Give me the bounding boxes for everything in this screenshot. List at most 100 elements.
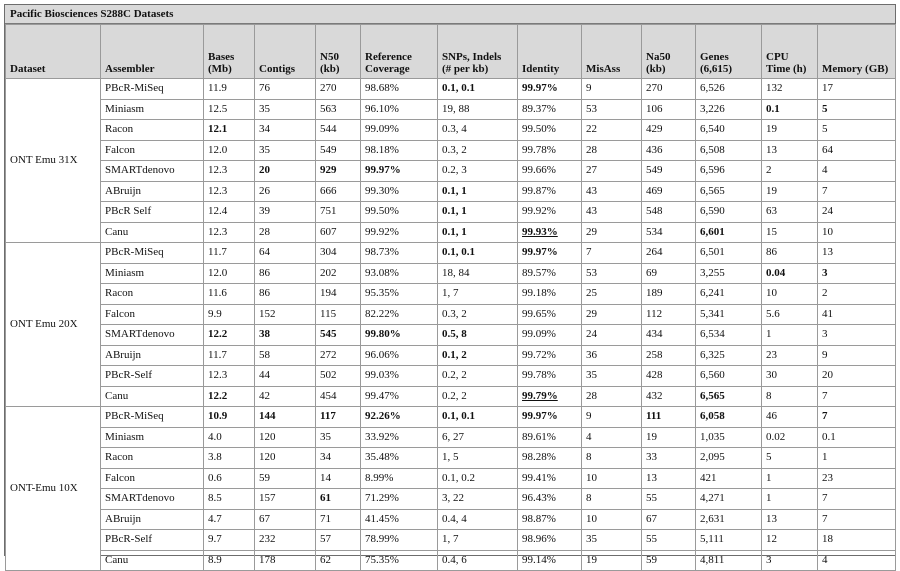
table-cell: 117: [315, 406, 361, 428]
table-cell: 99.78%: [517, 365, 582, 387]
table-cell: 99.09%: [360, 119, 438, 141]
table-cell: 12.0: [203, 262, 255, 284]
table-cell: 12.0: [203, 139, 255, 161]
table-row: Miniasm 12.5 35 563 96.10% 19, 88 89.37% 53 106 3…: [6, 98, 896, 120]
table-cell: 6,590: [695, 201, 762, 223]
table-cell: 26: [254, 180, 316, 202]
table-cell: 99.92%: [517, 201, 582, 223]
table-cell: 6,596: [695, 160, 762, 182]
table-cell: 58: [254, 344, 316, 366]
assembler-cell: PBcR-MiSeq: [100, 406, 204, 428]
table-cell: 25: [581, 283, 642, 305]
table-cell: 1, 7: [437, 283, 518, 305]
table-cell: 3.8: [203, 447, 255, 469]
table-row: Falcon 12.0 35 549 98.18% 0.3, 2 99.78% 28 436 6,…: [6, 139, 896, 161]
table-row: SMARTdenovo 12.2 38 545 99.80% 0.5, 8 99.09% 24…: [6, 324, 896, 346]
table-cell: 99.50%: [517, 119, 582, 141]
table-row: ABruijn 12.3 26 666 99.30% 0.1, 1 99.87% 43 469 6…: [6, 180, 896, 202]
table-cell: 8.5: [203, 488, 255, 510]
table-cell: 4: [817, 160, 896, 182]
table-cell: 19, 88: [437, 98, 518, 120]
table-cell: 9.9: [203, 303, 255, 325]
col-header-assembler: Assembler: [100, 24, 204, 79]
table-cell: 96.43%: [517, 488, 582, 510]
table-cell: 106: [641, 98, 696, 120]
table-cell: 69: [641, 262, 696, 284]
table-cell: 0.2, 2: [437, 365, 518, 387]
table-cell: 7: [581, 242, 642, 264]
table-cell: 0.1, 1: [437, 180, 518, 202]
table-cell: 19: [581, 549, 642, 571]
table-cell: 10: [817, 221, 896, 243]
table-cell: 35: [254, 98, 316, 120]
table-cell: 99.14%: [517, 549, 582, 571]
table-cell: 6,508: [695, 139, 762, 161]
table-cell: 99.03%: [360, 365, 438, 387]
table-cell: 99.50%: [360, 201, 438, 223]
table-cell: 0.1: [761, 98, 818, 120]
table-cell: 3: [817, 262, 896, 284]
table-cell: 545: [315, 324, 361, 346]
table-cell: 13: [761, 139, 818, 161]
table-cell: 20: [817, 365, 896, 387]
table-cell: 11.6: [203, 283, 255, 305]
table-cell: 41.45%: [360, 508, 438, 530]
table-row: ABruijn 11.7 58 272 96.06% 0.1, 2 99.72% 36 258 6…: [6, 344, 896, 366]
table-cell: 63: [761, 201, 818, 223]
table-cell: 98.28%: [517, 447, 582, 469]
col-header-dataset: Dataset: [5, 24, 101, 79]
table-cell: 436: [641, 139, 696, 161]
table-cell: 4: [581, 426, 642, 448]
table-cell: 2,095: [695, 447, 762, 469]
table-cell: 1, 7: [437, 529, 518, 551]
table-cell: 2,631: [695, 508, 762, 530]
table-cell: 89.57%: [517, 262, 582, 284]
table-cell: 0.1, 0.1: [437, 242, 518, 264]
table-cell: 4,811: [695, 549, 762, 571]
table-cell: 6,540: [695, 119, 762, 141]
table-cell: 86: [761, 242, 818, 264]
table-cell: 5.6: [761, 303, 818, 325]
table-row: Canu 12.3 28 607 99.92% 0.1, 1 99.93% 29 534 6,60…: [6, 221, 896, 243]
table-cell: 53: [581, 262, 642, 284]
assembler-cell: Miniasm: [100, 426, 204, 448]
table-cell: 9: [581, 78, 642, 100]
table-cell: 41: [817, 303, 896, 325]
assembler-cell: SMARTdenovo: [100, 324, 204, 346]
table-cell: 0.2, 3: [437, 160, 518, 182]
table-cell: 469: [641, 180, 696, 202]
table-cell: 71: [315, 508, 361, 530]
table-cell: 549: [641, 160, 696, 182]
table-cell: 10: [581, 467, 642, 489]
table-cell: 157: [254, 488, 316, 510]
table-cell: 59: [641, 549, 696, 571]
table-cell: 132: [761, 78, 818, 100]
table-cell: 2: [761, 160, 818, 182]
table-cell: 4: [817, 549, 896, 571]
table-cell: 10: [581, 508, 642, 530]
table-cell: 12.2: [203, 324, 255, 346]
table-cell: 434: [641, 324, 696, 346]
table-cell: 4.0: [203, 426, 255, 448]
table-cell: 8.99%: [360, 467, 438, 489]
table-cell: 7: [817, 406, 896, 428]
table-cell: 0.04: [761, 262, 818, 284]
table-cell: 12.2: [203, 385, 255, 407]
table-row: PBcR Self 12.4 39 751 99.50% 0.1, 1 99.92% 43 54…: [6, 201, 896, 223]
table-cell: 12: [761, 529, 818, 551]
col-header-genes: Genes (6,615): [695, 24, 762, 79]
table-cell: 53: [581, 98, 642, 120]
table-cell: 3,255: [695, 262, 762, 284]
table-cell: 35: [581, 529, 642, 551]
table-cell: 5: [817, 98, 896, 120]
table-cell: 5,341: [695, 303, 762, 325]
table-cell: 548: [641, 201, 696, 223]
assembler-cell: SMARTdenovo: [100, 488, 204, 510]
table-cell: 189: [641, 283, 696, 305]
table-cell: 5: [761, 447, 818, 469]
table-cell: 28: [581, 139, 642, 161]
table-row: ONT Emu 20X PBcR-MiSeq 11.7 64 304 98.73% 0.1,…: [5, 242, 896, 407]
table-cell: 0.1, 1: [437, 201, 518, 223]
table-cell: 751: [315, 201, 361, 223]
table-cell: 99.80%: [360, 324, 438, 346]
